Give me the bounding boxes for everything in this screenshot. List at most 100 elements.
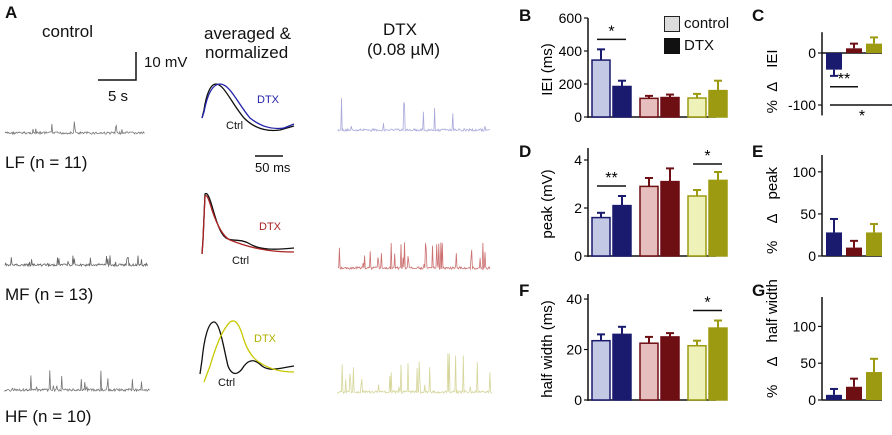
panel-label-a: A — [5, 3, 18, 22]
scale-bar — [98, 52, 137, 81]
column-title-averaged-1: averaged & — [204, 24, 291, 43]
y-axis-label: peak (mV) — [539, 169, 556, 238]
avg-ctrl-label-mf: Ctrl — [232, 255, 250, 267]
y-tick-label: 100 — [793, 164, 817, 180]
raw-trace-control-lf — [4, 121, 145, 136]
y-tick-label: 20 — [566, 342, 582, 358]
row-label-lf: LF (n = 11) — [5, 153, 88, 172]
y-tick-label: 50 — [800, 206, 816, 222]
bar-delta-hf — [866, 232, 882, 256]
avg-trace-dtx-lf — [201, 83, 295, 130]
legend-label-control: control — [684, 15, 730, 32]
y-tick-label: 0 — [808, 392, 816, 408]
column-title-averaged-2: normalized — [205, 43, 289, 62]
panel-label-g: G — [752, 281, 766, 300]
column-title-dtx-1: DTX — [383, 20, 417, 39]
significance-label: ** — [838, 71, 850, 88]
bar-delta-lf — [826, 394, 842, 400]
bar-control-mf — [639, 185, 659, 257]
y-tick-label: 4 — [574, 152, 582, 168]
bar-dtx-mf — [660, 96, 680, 118]
y-axis-label-percent: % — [764, 100, 781, 113]
raw-trace-dtx-lf — [337, 98, 490, 133]
chart-panel-b: 0 200 400 600 IEI (ms) * — [539, 10, 728, 125]
y-tick-label: 200 — [559, 76, 583, 92]
avg-ctrl-label-hf: Ctrl — [218, 377, 236, 389]
y-axis-label-name: IEI — [764, 49, 781, 67]
panel-label-e: E — [752, 142, 764, 161]
y-tick-label: 40 — [566, 291, 582, 307]
y-tick-label: 600 — [559, 10, 583, 26]
avg-trace-dtx-mf — [201, 194, 295, 255]
legend-label-dtx: DTX — [684, 37, 714, 54]
y-axis-label-delta: Δ — [764, 356, 781, 366]
y-tick-label: 0 — [574, 248, 582, 264]
bar-control-mf — [639, 97, 659, 118]
chart-panel-f: 0 20 40 half width (ms) * — [539, 291, 728, 408]
bar-control-hf — [687, 97, 707, 118]
y-tick-label: 400 — [559, 43, 583, 59]
y-tick-label: 0 — [574, 109, 582, 125]
raw-trace-dtx-hf — [337, 353, 493, 395]
bar-control-lf — [591, 216, 611, 257]
y-tick-label: 0 — [574, 392, 582, 408]
panel-label-d: D — [519, 142, 532, 161]
bar-dtx-lf — [612, 333, 632, 401]
bar-delta-hf — [866, 372, 882, 400]
y-axis-label-name: half width — [764, 279, 781, 342]
significance-label: ** — [605, 170, 617, 187]
raw-trace-control-hf — [4, 370, 150, 393]
bar-control-hf — [687, 344, 707, 401]
row-label-hf: HF (n = 10) — [5, 407, 92, 426]
bar-dtx-hf — [708, 179, 728, 257]
bar-delta-hf — [866, 43, 882, 53]
avg-dtx-label-lf: DTX — [257, 94, 279, 106]
bar-dtx-lf — [612, 85, 632, 118]
avg-trace-ctrl-lf — [201, 83, 295, 132]
bar-dtx-lf — [612, 204, 632, 257]
avg-trace-ctrl-hf — [199, 321, 295, 375]
bar-control-hf — [687, 195, 707, 257]
bar-delta-mf — [846, 48, 862, 53]
raw-trace-dtx-mf — [337, 242, 491, 271]
y-axis-label-delta: Δ — [764, 213, 781, 223]
significance-label: * — [608, 23, 614, 40]
scale-time-short-label: 50 ms — [255, 160, 291, 175]
y-tick-label: 2 — [574, 200, 582, 216]
column-title-control: control — [42, 22, 94, 41]
y-tick-label: 0 — [808, 248, 816, 264]
significance-label: * — [704, 295, 710, 312]
panel-label-c: C — [752, 6, 765, 25]
scale-voltage-label: 10 mV — [144, 54, 188, 71]
y-tick-label: 100 — [793, 318, 817, 334]
legend-swatch-control — [664, 16, 680, 32]
avg-trace-dtx-hf — [203, 320, 295, 383]
y-tick-label: 0 — [808, 45, 816, 61]
legend-swatch-dtx — [664, 38, 680, 54]
avg-dtx-label-hf: DTX — [254, 333, 276, 345]
bar-dtx-hf — [708, 327, 728, 401]
bar-dtx-mf — [660, 180, 680, 257]
bar-control-lf — [591, 339, 611, 401]
bar-dtx-mf — [660, 336, 680, 401]
bar-delta-mf — [846, 247, 862, 256]
bar-control-lf — [591, 59, 611, 118]
panel-label-b: B — [519, 6, 532, 25]
avg-trace-ctrl-mf — [201, 192, 295, 255]
row-label-mf: MF (n = 13) — [5, 285, 94, 304]
bar-dtx-hf — [708, 89, 728, 118]
y-axis-label-delta: Δ — [764, 82, 781, 92]
significance-label: * — [704, 148, 710, 165]
bar-delta-lf — [826, 232, 842, 256]
bar-delta-lf — [826, 53, 842, 70]
y-axis-label: half width (ms) — [539, 300, 556, 398]
y-axis-label-percent: % — [764, 385, 781, 398]
panel-label-f: F — [519, 281, 530, 300]
raw-trace-control-mf — [4, 255, 149, 268]
